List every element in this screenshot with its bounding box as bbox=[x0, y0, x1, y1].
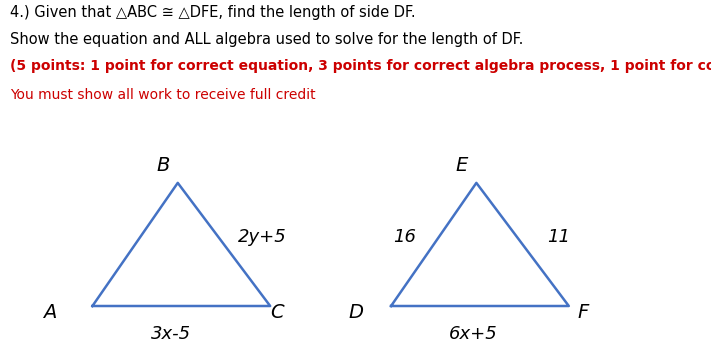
Text: B: B bbox=[157, 156, 170, 175]
Text: A: A bbox=[43, 303, 56, 322]
Text: You must show all work to receive full credit: You must show all work to receive full c… bbox=[10, 88, 316, 102]
Text: D: D bbox=[348, 303, 363, 322]
Text: F: F bbox=[577, 303, 589, 322]
Text: 2y+5: 2y+5 bbox=[238, 228, 287, 246]
Text: 11: 11 bbox=[547, 228, 570, 246]
Text: 6x+5: 6x+5 bbox=[449, 325, 497, 343]
Text: Show the equation and ALL algebra used to solve for the length of DF.: Show the equation and ALL algebra used t… bbox=[10, 32, 523, 48]
Text: (5 points: 1 point for correct equation, 3 points for correct algebra process, 1: (5 points: 1 point for correct equation,… bbox=[10, 59, 711, 73]
Text: 16: 16 bbox=[393, 228, 416, 246]
Text: 4.) Given that △ABC ≅ △DFE, find the length of side DF.: 4.) Given that △ABC ≅ △DFE, find the len… bbox=[10, 5, 415, 21]
Text: E: E bbox=[456, 156, 469, 175]
Text: 3x-5: 3x-5 bbox=[151, 325, 191, 343]
Text: C: C bbox=[270, 303, 284, 322]
